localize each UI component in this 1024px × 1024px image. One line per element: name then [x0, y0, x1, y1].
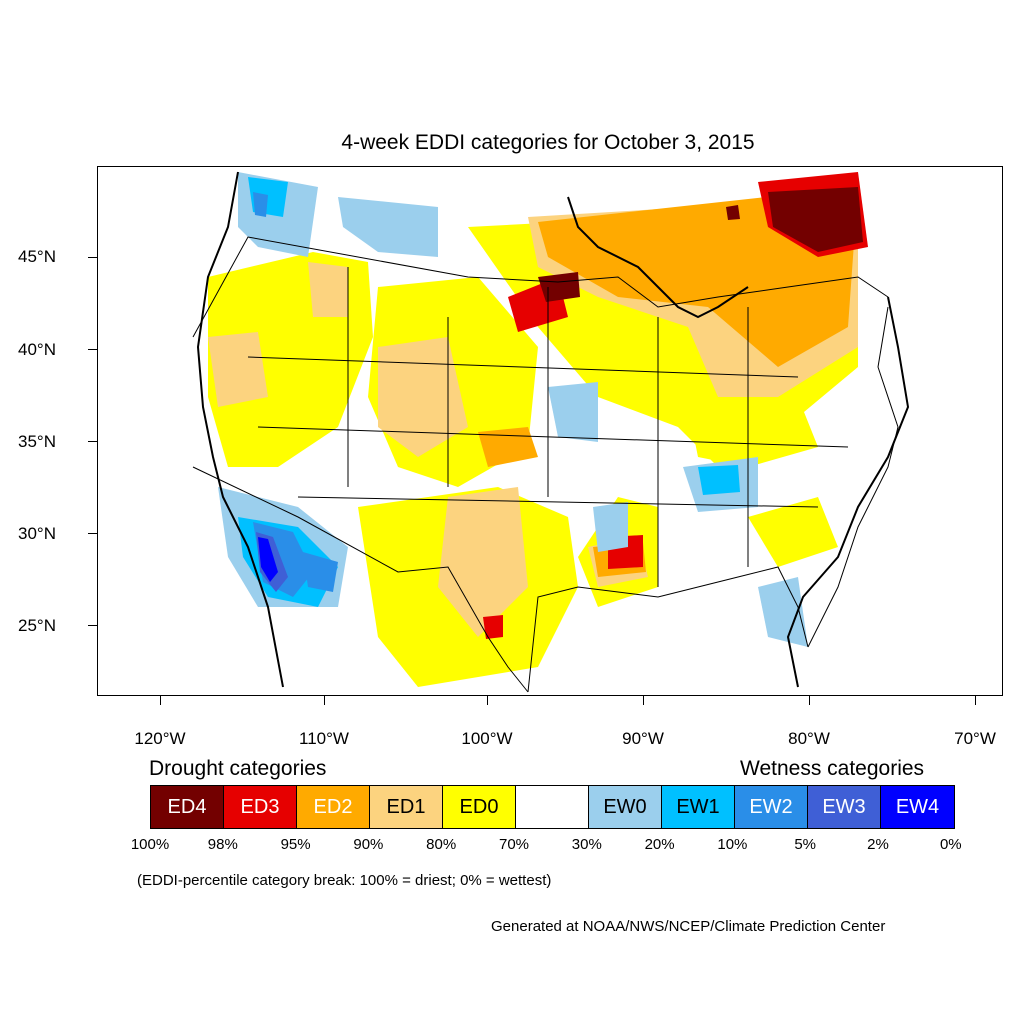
credit-line: Generated at NOAA/NWS/NCEP/Climate Predi…	[491, 918, 886, 935]
eddi-map	[188, 170, 910, 693]
map-panel	[97, 166, 1003, 696]
percent-break-label: 0%	[939, 836, 962, 853]
lat-label-35: 35°N	[18, 432, 56, 451]
chart-title: 4-week EDDI categories for October 3, 20…	[341, 131, 755, 154]
wetness-heading: Wetness categories	[740, 757, 925, 780]
legend-colorbar: ED4 ED3 ED2 ED1 ED0 EW0 EW1 EW2 EW3 EW4	[150, 785, 955, 829]
percent-break-label: 95%	[280, 836, 311, 853]
percent-break-label: 10%	[717, 836, 748, 853]
legend-box-ew4: EW4	[881, 786, 954, 828]
ew3-ew4-areas	[256, 532, 288, 592]
percent-break-label: 5%	[794, 836, 817, 853]
legend-box-ew2: EW2	[735, 786, 808, 828]
lat-label-45: 45°N	[18, 247, 56, 266]
percent-break-label: 90%	[353, 836, 384, 853]
lon-tick	[487, 696, 488, 705]
percent-break-label: 98%	[207, 836, 238, 853]
lon-label-90: 90°W	[622, 729, 664, 748]
lat-tick	[88, 625, 97, 626]
lat-tick	[88, 349, 97, 350]
legend-box-ed0: ED0	[443, 786, 516, 828]
drought-heading: Drought categories	[149, 757, 327, 780]
coastline	[196, 171, 910, 688]
lon-label-110: 110°W	[299, 729, 349, 748]
lat-label-25: 25°N	[18, 616, 56, 635]
percent-break-label: 70%	[498, 836, 530, 853]
legend-box-neutral	[516, 786, 589, 828]
lon-tick	[160, 696, 161, 705]
lon-label-80: 80°W	[788, 729, 830, 748]
legend-box-ed3: ED3	[224, 786, 297, 828]
legend-box-ed4: ED4	[151, 786, 224, 828]
lat-tick	[88, 257, 97, 258]
lat-label-40: 40°N	[18, 340, 56, 359]
legend-box-ew3: EW3	[808, 786, 881, 828]
lon-label-70: 70°W	[954, 729, 996, 748]
legend-box-ew1: EW1	[662, 786, 735, 828]
legend-box-ed1: ED1	[370, 786, 443, 828]
category-note: (EDDI-percentile category break: 100% = …	[137, 872, 552, 889]
lon-tick	[975, 696, 976, 705]
percent-break-label: 30%	[571, 836, 602, 853]
lat-label-30: 30°N	[18, 524, 56, 543]
percent-break-label: 20%	[644, 836, 675, 853]
lon-label-120: 120°W	[134, 729, 186, 748]
percent-break-label: 2%	[867, 836, 889, 853]
lat-tick	[88, 533, 97, 534]
lon-tick	[643, 696, 644, 705]
percent-break-label: 100%	[130, 836, 170, 853]
percent-break-label: 80%	[426, 836, 457, 853]
lat-tick	[88, 441, 97, 442]
lon-tick	[324, 696, 325, 705]
lon-tick	[809, 696, 810, 705]
legend-box-ed2: ED2	[297, 786, 370, 828]
boundaries	[192, 236, 899, 693]
legend-box-ew0: EW0	[589, 786, 662, 828]
lon-label-100: 100°W	[461, 729, 513, 748]
